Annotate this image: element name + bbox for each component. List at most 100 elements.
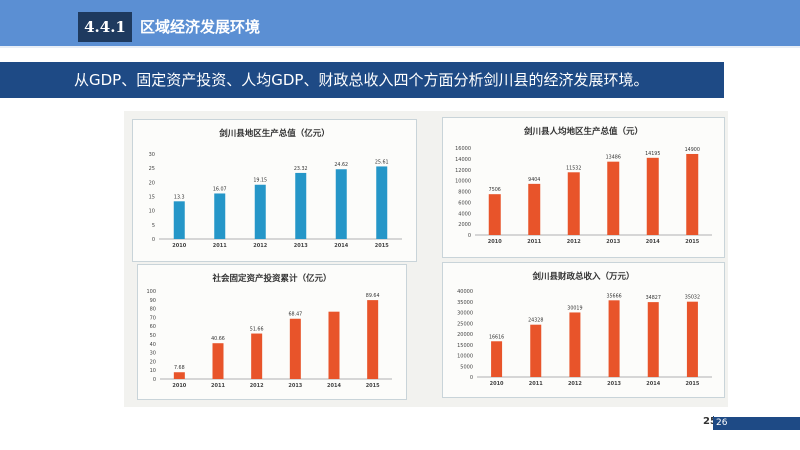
x-tick-label: 2011 bbox=[527, 239, 541, 245]
y-tick-label: 0 bbox=[468, 233, 471, 239]
chart-svg: 剑川县地区生产总值（亿元） 0 5 10 15 20 25 30 13.3 2010 16.07 20… bbox=[149, 128, 402, 249]
bar-2010 bbox=[173, 372, 185, 379]
y-tick-label: 20000 bbox=[457, 332, 473, 338]
bar-2012 bbox=[567, 172, 580, 235]
y-tick-label: 80 bbox=[150, 307, 156, 313]
x-tick-label: 2014 bbox=[334, 243, 348, 249]
data-label: 51.66 bbox=[250, 327, 264, 333]
y-tick-label: 20 bbox=[149, 180, 155, 186]
chart-title: 剑川县人均地区生产总值（元） bbox=[523, 126, 643, 137]
y-tick-label: 40 bbox=[150, 342, 156, 348]
data-label: 13.3 bbox=[174, 194, 185, 200]
bar-2012 bbox=[254, 184, 266, 239]
bar-2014 bbox=[328, 311, 340, 379]
section-number-badge: 4.4.1 bbox=[78, 12, 132, 42]
data-label: 7506 bbox=[489, 187, 501, 193]
data-label: 24328 bbox=[528, 318, 543, 324]
data-label: 24.62 bbox=[334, 162, 348, 168]
bar-2014 bbox=[647, 302, 659, 377]
x-tick-label: 2011 bbox=[529, 381, 543, 387]
bar-2015 bbox=[686, 153, 699, 235]
chart-svg: 剑川县人均地区生产总值（元） 0 2000 4000 6000 8000 10000 1200… bbox=[455, 126, 712, 245]
data-label: 19.15 bbox=[253, 178, 267, 184]
gdp-chart-panel: 剑川县地区生产总值（亿元） 0 5 10 15 20 25 30 13.3 2010 16.07 20… bbox=[132, 119, 417, 262]
y-tick-label: 100 bbox=[146, 289, 156, 295]
bar-2011 bbox=[530, 324, 542, 377]
chart-title: 社会固定资产投资累计（亿元） bbox=[211, 273, 331, 284]
data-label: 23.32 bbox=[294, 166, 308, 172]
charts-scan-area: 剑川县地区生产总值（亿元） 0 5 10 15 20 25 30 13.3 2010 16.07 20… bbox=[124, 111, 728, 407]
bar-2011 bbox=[528, 183, 541, 235]
header-divider bbox=[0, 46, 800, 48]
y-tick-label: 70 bbox=[150, 315, 156, 321]
bar-2015 bbox=[686, 301, 698, 377]
data-label: 14900 bbox=[685, 147, 700, 153]
data-label: 7.68 bbox=[174, 365, 185, 371]
x-tick-label: 2010 bbox=[490, 381, 504, 387]
x-tick-label: 2011 bbox=[211, 383, 225, 389]
data-label: 34827 bbox=[646, 295, 661, 301]
data-label: 9404 bbox=[528, 177, 540, 183]
y-tick-label: 30000 bbox=[457, 311, 473, 317]
bar-2013 bbox=[607, 161, 620, 235]
x-tick-label: 2013 bbox=[607, 381, 621, 387]
bar-2010 bbox=[491, 341, 503, 377]
bar-2015 bbox=[367, 300, 379, 379]
top-header-bar: 4.4.1 区域经济发展环境 bbox=[0, 0, 800, 46]
data-label: 16.07 bbox=[213, 186, 227, 192]
data-label: 68.47 bbox=[288, 312, 302, 318]
chart-title: 剑川县地区生产总值（亿元） bbox=[218, 128, 330, 139]
x-tick-label: 2013 bbox=[288, 383, 302, 389]
y-tick-label: 5000 bbox=[460, 364, 473, 370]
data-label: 35032 bbox=[685, 295, 700, 301]
x-tick-label: 2012 bbox=[568, 381, 582, 387]
bar-2013 bbox=[608, 300, 620, 377]
bar-2013 bbox=[295, 172, 307, 239]
page-current: 25 bbox=[703, 416, 717, 427]
chart-svg: 社会固定资产投资累计（亿元） 0 10 20 30 40 50 60 70 80 90 100 7.68… bbox=[146, 273, 392, 389]
data-label: 89.64 bbox=[366, 293, 380, 299]
data-label: 30019 bbox=[567, 305, 582, 311]
data-label: 25.61 bbox=[375, 159, 389, 165]
x-tick-label: 2010 bbox=[172, 383, 186, 389]
x-tick-label: 2011 bbox=[213, 243, 227, 249]
y-tick-label: 60 bbox=[150, 324, 156, 330]
y-tick-label: 90 bbox=[150, 298, 156, 304]
y-tick-label: 8000 bbox=[458, 190, 471, 196]
bar-2011 bbox=[214, 193, 226, 239]
bar-2014 bbox=[335, 169, 347, 239]
x-tick-label: 2012 bbox=[253, 243, 267, 249]
data-label: 14195 bbox=[645, 151, 660, 157]
y-tick-label: 6000 bbox=[458, 200, 471, 206]
bar-2015 bbox=[376, 166, 388, 239]
y-tick-label: 12000 bbox=[455, 168, 471, 174]
y-tick-label: 40000 bbox=[457, 289, 473, 295]
bar-2011 bbox=[212, 343, 224, 379]
y-tick-label: 10 bbox=[150, 368, 156, 374]
y-tick-label: 0 bbox=[153, 377, 156, 383]
data-label: 16616 bbox=[489, 334, 504, 340]
bar-2012 bbox=[569, 312, 581, 377]
data-label: 40.66 bbox=[211, 336, 225, 342]
x-tick-label: 2015 bbox=[375, 243, 389, 249]
y-tick-label: 20 bbox=[150, 359, 156, 365]
section-title: 区域经济发展环境 bbox=[140, 18, 261, 36]
y-tick-label: 30 bbox=[149, 152, 155, 158]
y-tick-label: 25 bbox=[149, 166, 155, 172]
x-tick-label: 2010 bbox=[488, 239, 502, 245]
x-tick-label: 2015 bbox=[366, 383, 380, 389]
bar-2010 bbox=[488, 194, 501, 235]
y-tick-label: 10000 bbox=[455, 179, 471, 185]
data-label: 35666 bbox=[606, 293, 621, 299]
x-tick-label: 2012 bbox=[250, 383, 264, 389]
y-tick-label: 10 bbox=[149, 209, 155, 215]
x-tick-label: 2015 bbox=[685, 381, 699, 387]
y-tick-label: 0 bbox=[152, 237, 155, 243]
x-tick-label: 2013 bbox=[606, 239, 620, 245]
bar-2010 bbox=[173, 201, 185, 239]
x-tick-label: 2012 bbox=[567, 239, 581, 245]
summary-banner: 从GDP、固定资产投资、人均GDP、财政总收入四个方面分析剑川县的经济发展环境。 bbox=[0, 62, 724, 98]
y-tick-label: 16000 bbox=[455, 146, 471, 152]
bar-2013 bbox=[289, 318, 301, 379]
y-tick-label: 14000 bbox=[455, 157, 471, 163]
